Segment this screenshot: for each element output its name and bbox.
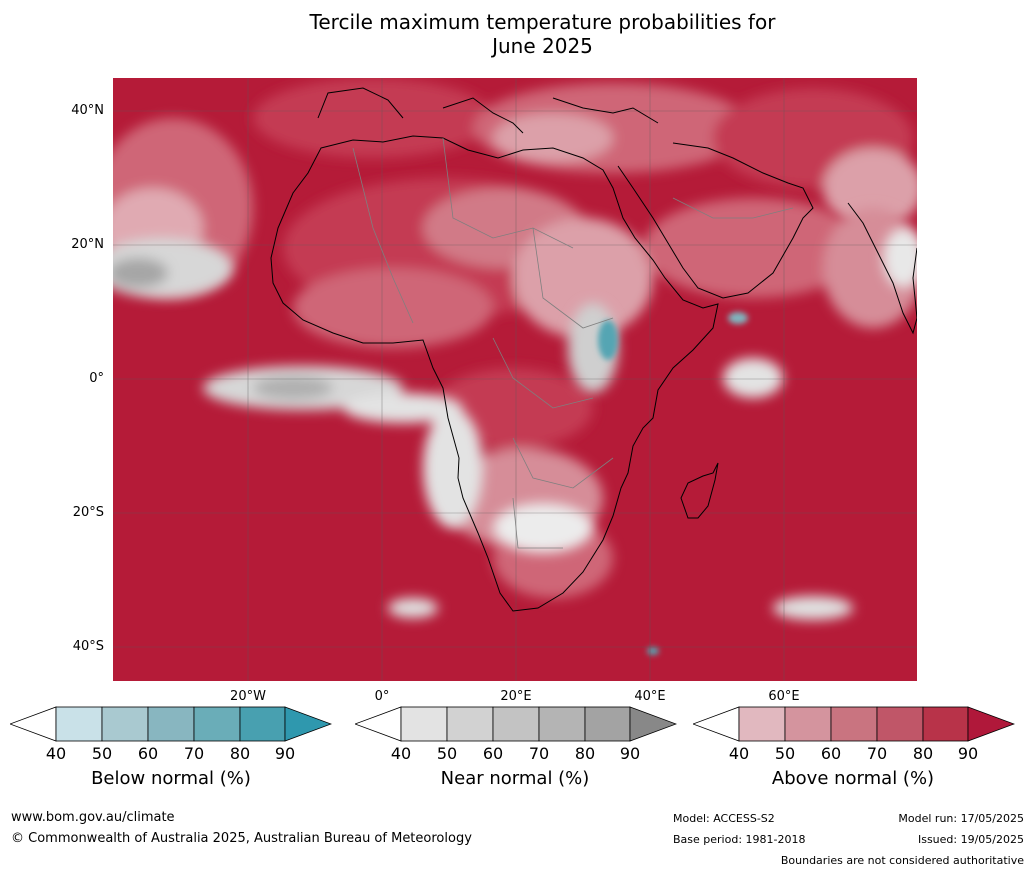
cbar-near-tick-40: 40 [390, 744, 412, 763]
cbar-below-swatch-0 [10, 706, 57, 742]
lon-label-60e: 60°E [768, 689, 800, 704]
lat-label-40s: 40°S [72, 639, 104, 654]
probability-map[interactable] [113, 78, 917, 681]
cbar-above-tick-90: 90 [957, 744, 979, 763]
cbar-above-swatch-3 [830, 706, 878, 742]
website-link[interactable]: www.bom.gov.au/climate [11, 810, 175, 825]
cbar-below-tick-80: 80 [229, 744, 251, 763]
cbar-below-swatch-2 [101, 706, 149, 742]
cbar-near-swatch-0 [355, 706, 402, 742]
cbar-near-swatch-4 [538, 706, 586, 742]
cbar-below-tick-70: 70 [183, 744, 205, 763]
cbar-near-swatch-6 [629, 706, 677, 742]
graticule [113, 78, 917, 681]
cbar-above-tick-50: 50 [774, 744, 796, 763]
cbar-below-swatch-3 [147, 706, 195, 742]
cbar-above-tick-70: 70 [866, 744, 888, 763]
cbar-above-tick-40: 40 [728, 744, 750, 763]
cbar-below-swatch-1 [55, 706, 103, 742]
cbar-below-tick-90: 90 [274, 744, 296, 763]
cbar-near-swatch-2 [446, 706, 494, 742]
copyright-text: © Commonwealth of Australia 2025, Austra… [11, 831, 472, 846]
chart-title: Tercile maximum temperature probabilitie… [0, 10, 1035, 58]
cbar-above-swatch-1 [738, 706, 786, 742]
cbar-near-tick-50: 50 [436, 744, 458, 763]
lon-label-40e: 40°E [634, 689, 666, 704]
country-borders [352, 137, 794, 549]
lon-label-0: 0° [374, 689, 390, 704]
cbar-above-tick-80: 80 [912, 744, 934, 763]
cbar-near-tick-60: 60 [482, 744, 504, 763]
title-line-1: Tercile maximum temperature probabilitie… [309, 10, 776, 34]
cbar-above-swatch-5 [922, 706, 969, 742]
cbar-below-tick-60: 60 [137, 744, 159, 763]
madagascar-coastline [680, 462, 719, 519]
cbar-above-swatch-0 [693, 706, 740, 742]
model-name: Model: ACCESS-S2 [673, 812, 775, 825]
cbar-below-tick-40: 40 [45, 744, 67, 763]
colorbar-below-normal [10, 706, 332, 742]
cbar-above-swatch-6 [967, 706, 1015, 742]
title-line-2: June 2025 [492, 34, 593, 58]
cbar-above-swatch-2 [784, 706, 832, 742]
base-period: Base period: 1981-2018 [673, 833, 806, 846]
lat-label-0: 0° [89, 371, 104, 386]
near-normal-shading [113, 228, 917, 620]
cbar-below-tick-50: 50 [91, 744, 113, 763]
cbar-below-label: Below normal (%) [91, 768, 251, 789]
lat-label-20s: 20°S [72, 505, 104, 520]
issued-date: Issued: 19/05/2025 [917, 833, 1024, 846]
cbar-above-tick-60: 60 [820, 744, 842, 763]
colorbar-above-normal [693, 706, 1015, 742]
cbar-below-swatch-5 [239, 706, 286, 742]
cbar-near-label: Near normal (%) [440, 768, 590, 789]
boundaries-disclaimer: Boundaries are not considered authoritat… [780, 854, 1024, 867]
map-canvas [113, 78, 917, 681]
cbar-near-swatch-1 [400, 706, 448, 742]
cbar-below-swatch-4 [193, 706, 241, 742]
lon-label-20w: 20°W [230, 689, 266, 704]
cbar-near-swatch-3 [492, 706, 540, 742]
africa-coastline [270, 135, 719, 612]
cbar-near-tick-90: 90 [619, 744, 641, 763]
model-run-date: Model run: 17/05/2025 [898, 812, 1024, 825]
cbar-near-swatch-5 [584, 706, 631, 742]
lat-label-20n: 20°N [71, 237, 104, 252]
cbar-above-swatch-4 [876, 706, 924, 742]
arabia-coastline [617, 142, 814, 299]
cbar-near-tick-80: 80 [574, 744, 596, 763]
cbar-near-tick-70: 70 [528, 744, 550, 763]
europe-coastline [317, 87, 659, 134]
lat-label-40n: 40°N [71, 103, 104, 118]
lon-label-20e: 20°E [500, 689, 532, 704]
cbar-above-label: Above normal (%) [771, 768, 935, 789]
india-coastline [847, 202, 917, 335]
colorbar-near-normal [355, 706, 677, 742]
cbar-below-swatch-6 [284, 706, 332, 742]
